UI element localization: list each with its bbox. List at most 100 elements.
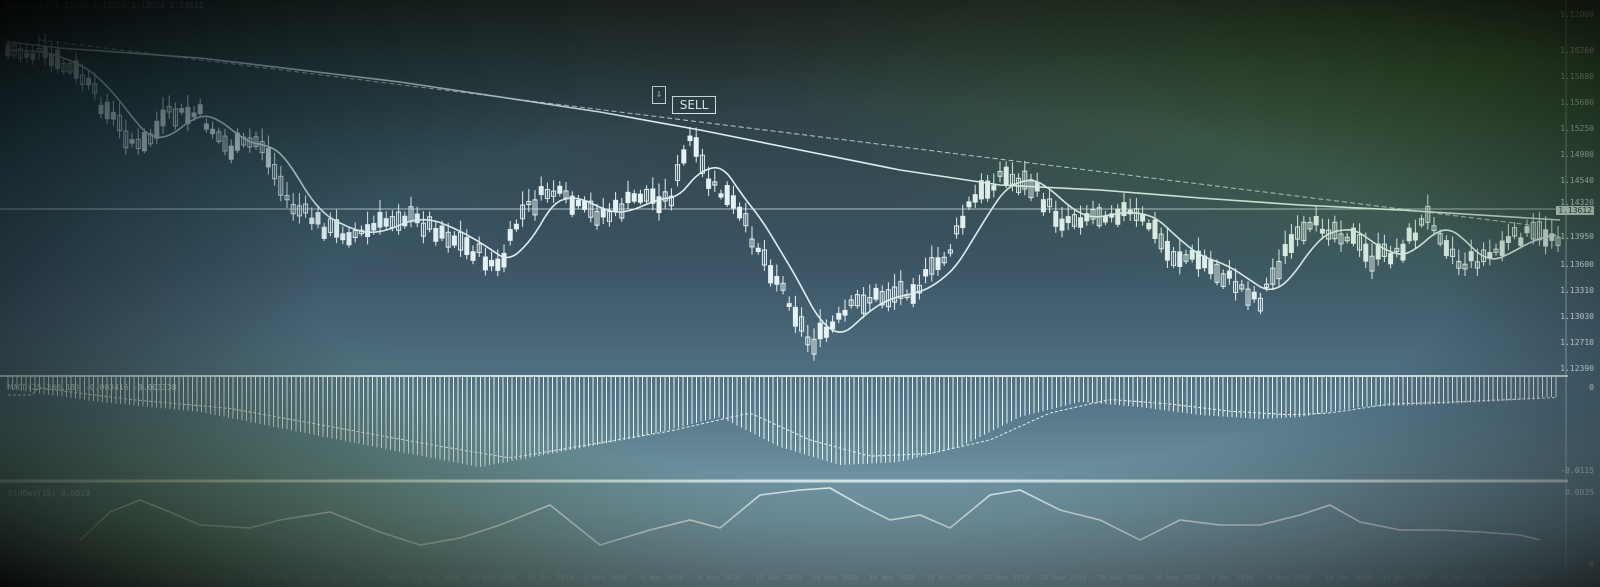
candle-body bbox=[613, 199, 619, 212]
candle-body bbox=[315, 212, 321, 225]
sell-order-label[interactable]: SELL bbox=[672, 96, 716, 114]
candle-body bbox=[340, 233, 346, 241]
candle-body bbox=[1040, 199, 1046, 213]
candle-body bbox=[1499, 240, 1505, 256]
candle-body bbox=[433, 228, 439, 242]
date-axis-label: 9 Oct 2018 bbox=[71, 574, 114, 582]
candle-body bbox=[687, 135, 693, 142]
date-axis-label: 25 Oct 2018 bbox=[413, 574, 460, 582]
candle-body bbox=[960, 215, 966, 229]
price-axis-label: 1.15250 bbox=[1560, 124, 1594, 133]
date-axis-label: 11 Oct 2018 bbox=[128, 574, 175, 582]
candle-body bbox=[1313, 215, 1319, 226]
date-axis-label: 18 Dec 2018 bbox=[1496, 574, 1543, 582]
symbol-header: EURUSD,H4 1.13646 1.13658 1.13528 1.1361… bbox=[6, 1, 204, 10]
price-axis-label: 1.13310 bbox=[1560, 286, 1594, 295]
date-axis-label: 14 Nov 2018 bbox=[812, 574, 859, 582]
date-axis-label: 10 Dec 2018 bbox=[1325, 574, 1372, 582]
stddev-indicator-label: StdDev(15) 0.0019 bbox=[8, 489, 90, 498]
date-axis-label: 30 Nov 2018 bbox=[1154, 574, 1201, 582]
candle-body bbox=[1251, 291, 1257, 300]
candle-body bbox=[141, 131, 147, 152]
candle-body bbox=[631, 193, 637, 202]
candle-body bbox=[1146, 222, 1152, 230]
candle-body bbox=[681, 149, 687, 164]
slow-moving-average bbox=[7, 41, 1561, 221]
candle-body bbox=[768, 265, 774, 284]
current-price-marker: 1.13612 bbox=[1556, 206, 1594, 215]
candle-body bbox=[923, 269, 929, 277]
candle-body bbox=[786, 302, 792, 307]
candle-body bbox=[507, 229, 513, 241]
candle-body bbox=[513, 223, 519, 230]
date-axis-label: 14 Dec 2018 bbox=[1439, 574, 1486, 582]
candle-body bbox=[1078, 217, 1084, 228]
candle-body bbox=[309, 217, 315, 225]
price-axis-label: 1.12390 bbox=[1560, 364, 1594, 373]
candle-body bbox=[966, 201, 972, 208]
macd-axis-bottom: -0.0115 bbox=[1560, 466, 1594, 475]
candle-body bbox=[1406, 227, 1412, 242]
candle-body bbox=[210, 128, 216, 135]
order-arrow-icon[interactable]: ⇩ bbox=[652, 86, 666, 104]
candle-body bbox=[179, 108, 185, 113]
candle-body bbox=[1115, 208, 1121, 225]
date-axis-label: 17 Oct 2018 bbox=[242, 574, 289, 582]
candle-body bbox=[1282, 243, 1288, 257]
candle-body bbox=[1003, 166, 1009, 186]
price-axis-label: 1.12710 bbox=[1560, 338, 1594, 347]
candle-body bbox=[774, 276, 780, 285]
candle-body bbox=[1524, 226, 1530, 234]
candle-body bbox=[836, 312, 842, 320]
candle-body bbox=[1053, 211, 1059, 227]
stddev-line bbox=[79, 487, 1541, 546]
candle-body bbox=[637, 193, 643, 203]
candle-body bbox=[383, 218, 389, 227]
candle-body bbox=[1152, 219, 1158, 239]
candle-body bbox=[1226, 270, 1232, 279]
candle-body bbox=[321, 226, 327, 239]
candle-body bbox=[24, 52, 30, 58]
candle-body bbox=[191, 112, 197, 118]
candle-body bbox=[495, 258, 501, 271]
candle-body bbox=[1400, 243, 1406, 261]
candle-body bbox=[737, 206, 743, 219]
candle-body bbox=[228, 145, 234, 160]
candle-body bbox=[414, 213, 420, 224]
date-axis-label: 12 Nov 2018 bbox=[755, 574, 802, 582]
candle-body bbox=[1487, 252, 1493, 259]
candle-body bbox=[110, 111, 116, 120]
stddev-axis-top: 0.0035 bbox=[1565, 488, 1594, 497]
candle-body bbox=[755, 247, 761, 252]
candle-body bbox=[160, 109, 166, 127]
price-axis-label: 1.12000 bbox=[1560, 10, 1594, 19]
candle-body bbox=[693, 137, 699, 157]
candle-body bbox=[197, 104, 203, 114]
price-axis-label: 1.14540 bbox=[1560, 176, 1594, 185]
price-axis-label: 1.15600 bbox=[1560, 98, 1594, 107]
date-axis-label: 4 Oct 2018 bbox=[14, 574, 57, 582]
candle-body bbox=[1319, 228, 1325, 234]
macd-indicator-label: MACD(25,200,18) -0.003416 -0.003338 bbox=[8, 383, 177, 392]
candle-body bbox=[600, 209, 606, 218]
price-axis-label: 1.13950 bbox=[1560, 232, 1594, 241]
candle-body bbox=[1412, 232, 1418, 241]
candle-body bbox=[1065, 216, 1071, 224]
candle-body bbox=[265, 147, 271, 168]
date-axis-label: 12 Dec 2018 bbox=[1382, 574, 1429, 582]
candle-body bbox=[873, 287, 879, 300]
candle-body bbox=[724, 185, 730, 206]
candle-body bbox=[1177, 251, 1183, 267]
candle-body bbox=[842, 309, 848, 316]
candle-body bbox=[582, 200, 588, 210]
candle-body bbox=[203, 123, 209, 130]
stddev-axis-bottom: 0 bbox=[1589, 560, 1594, 569]
candle-body bbox=[978, 180, 984, 200]
candle-body bbox=[501, 252, 507, 268]
price-axis-label: 1.13030 bbox=[1560, 312, 1594, 321]
candle-body bbox=[470, 251, 476, 261]
date-axis-label: 29 Oct 2018 bbox=[470, 574, 517, 582]
candle-body bbox=[991, 185, 997, 191]
candle-body bbox=[154, 120, 160, 139]
